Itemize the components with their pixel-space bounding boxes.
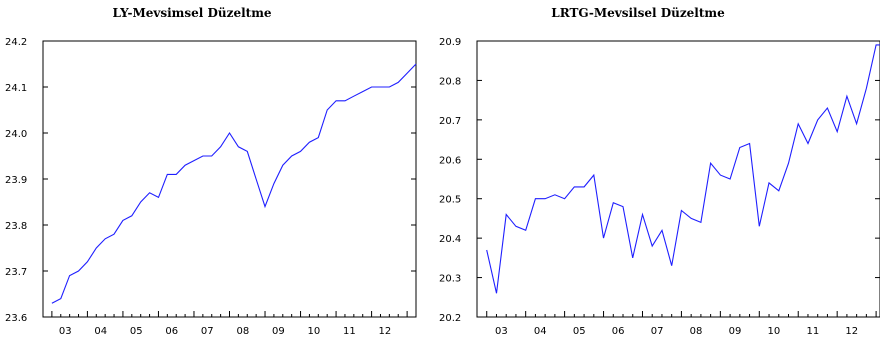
y-tick-label: 23.8 — [5, 221, 27, 232]
y-tick-label: 20.3 — [439, 274, 461, 285]
x-tick-label: 10 — [308, 326, 321, 337]
y-tick-label: 20.8 — [439, 76, 461, 87]
y-tick-label: 20.2 — [439, 313, 461, 324]
x-tick-label: 10 — [768, 326, 781, 337]
x-tick-label: 08 — [236, 326, 249, 337]
y-tick-label: 24.1 — [5, 83, 27, 94]
chart-2-title: LRTG-Mevsilsel Düzeltme — [551, 6, 725, 20]
x-tick-label: 12 — [379, 326, 392, 337]
x-tick-label: 05 — [573, 326, 586, 337]
x-tick-label: 07 — [651, 326, 664, 337]
y-tick-label: 20.6 — [439, 155, 461, 166]
x-tick-label: 04 — [534, 326, 547, 337]
chart-2-frame — [476, 40, 880, 318]
x-tick-label: 08 — [690, 326, 703, 337]
x-tick-label: 11 — [343, 326, 356, 337]
x-tick-label: 12 — [845, 326, 858, 337]
y-tick-label: 23.7 — [5, 267, 27, 278]
chart-1-frame — [42, 40, 417, 318]
y-tick-label: 20.9 — [439, 37, 461, 48]
x-tick-label: 04 — [94, 326, 107, 337]
chart-1-series-line — [51, 63, 417, 304]
y-tick-label: 20.4 — [439, 234, 461, 245]
x-tick-label: 11 — [806, 326, 819, 337]
x-tick-label: 03 — [59, 326, 72, 337]
chart-2-series-line — [486, 44, 880, 294]
x-tick-label: 03 — [495, 326, 508, 337]
x-tick-label: 09 — [272, 326, 285, 337]
y-tick-label: 24.2 — [5, 37, 27, 48]
x-tick-label: 06 — [165, 326, 178, 337]
y-tick-label: 20.5 — [439, 195, 461, 206]
chart-1-title: LY-Mevsimsel Düzeltme — [112, 6, 271, 20]
y-tick-label: 23.6 — [5, 313, 27, 324]
x-tick-label: 09 — [729, 326, 742, 337]
x-tick-label: 06 — [612, 326, 625, 337]
y-tick-label: 23.9 — [5, 175, 27, 186]
y-tick-label: 24.0 — [5, 129, 27, 140]
x-tick-label: 05 — [130, 326, 143, 337]
x-tick-label: 07 — [201, 326, 214, 337]
y-tick-label: 20.7 — [439, 116, 461, 127]
